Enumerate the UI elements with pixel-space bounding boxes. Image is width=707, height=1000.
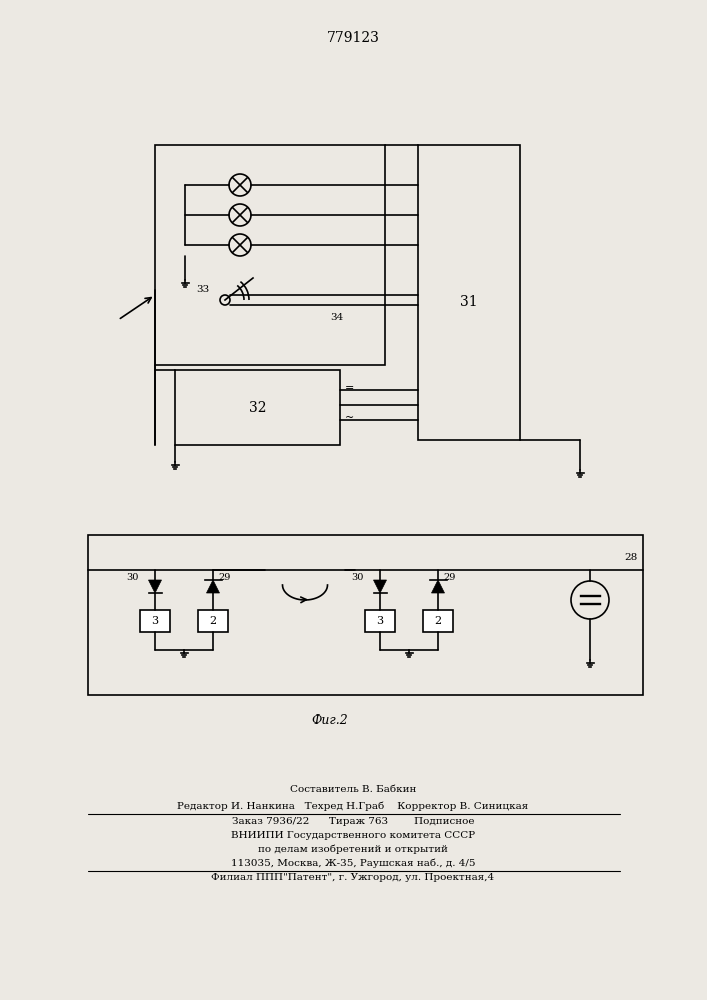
Text: 29: 29 [218, 572, 230, 582]
Bar [365, 610, 395, 632]
Bar [418, 145, 520, 440]
Polygon shape [373, 580, 387, 593]
Text: =: = [345, 383, 354, 393]
Polygon shape [148, 580, 161, 593]
Text: 2: 2 [209, 616, 216, 626]
Text: 3: 3 [376, 616, 384, 626]
Text: Заказ 7936/22      Тираж 763        Подписное: Заказ 7936/22 Тираж 763 Подписное [232, 816, 474, 826]
Text: Составитель В. Бабкин: Составитель В. Бабкин [290, 786, 416, 794]
Text: 30: 30 [127, 572, 139, 582]
Bar [140, 610, 170, 632]
Text: Филиал ППП"Патент", г. Ужгород, ул. Проектная,4: Филиал ППП"Патент", г. Ужгород, ул. Прое… [211, 874, 495, 882]
Text: 29: 29 [443, 572, 455, 582]
Bar [423, 610, 453, 632]
Text: 34: 34 [330, 314, 344, 322]
Text: 28: 28 [625, 554, 638, 562]
Text: 3: 3 [151, 616, 158, 626]
Bar [175, 370, 340, 445]
Text: 113035, Москва, Ж-35, Раушская наб., д. 4/5: 113035, Москва, Ж-35, Раушская наб., д. … [230, 858, 475, 868]
Text: 33: 33 [197, 286, 209, 294]
Text: 2: 2 [434, 616, 442, 626]
Text: 779123: 779123 [327, 31, 380, 45]
Bar [198, 610, 228, 632]
Text: Редактор И. Нанкина   Техред Н.Граб    Корректор В. Синицкая: Редактор И. Нанкина Техред Н.Граб Коррек… [177, 801, 529, 811]
Text: 32: 32 [249, 400, 267, 414]
Polygon shape [431, 580, 445, 593]
Bar [155, 145, 385, 365]
Text: по делам изобретений и открытий: по делам изобретений и открытий [258, 844, 448, 854]
Text: ~: ~ [345, 413, 354, 423]
Polygon shape [206, 580, 219, 593]
Text: Фиг.2: Фиг.2 [312, 714, 349, 726]
Bar [88, 535, 643, 695]
Text: ВНИИПИ Государственного комитета СССР: ВНИИПИ Государственного комитета СССР [231, 830, 475, 840]
Text: 31: 31 [460, 296, 478, 310]
Text: 30: 30 [351, 572, 364, 582]
